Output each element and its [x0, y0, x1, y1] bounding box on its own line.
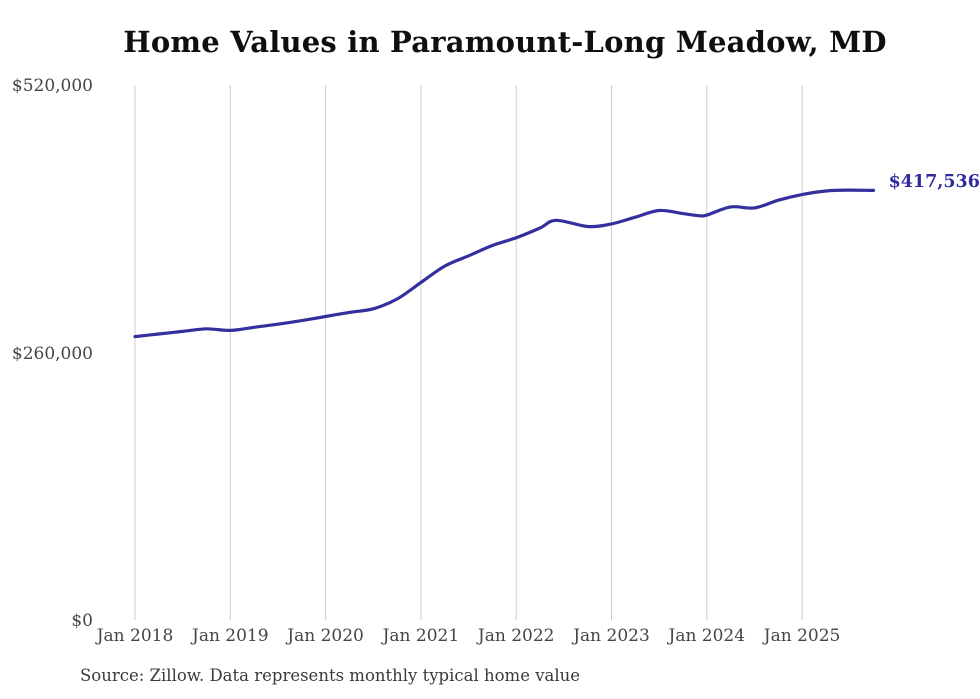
x-axis-tick-label: Jan 2021 — [382, 626, 460, 646]
x-axis-tick-label: Jan 2020 — [287, 626, 364, 646]
source-note: Source: Zillow. Data represents monthly … — [80, 666, 581, 685]
latest-value-label: $417,536 — [888, 172, 980, 193]
x-axis-tick-label: Jan 2025 — [763, 626, 841, 646]
x-axis-tick-label: Jan 2019 — [192, 626, 269, 646]
x-axis-tick-label: Jan 2022 — [477, 626, 555, 646]
chart-title: Home Values in Paramount-Long Meadow, MD — [123, 25, 887, 59]
x-axis-tick-label: Jan 2023 — [573, 626, 650, 646]
y-axis-tick-label: $520,000 — [11, 76, 93, 96]
x-axis-tick-label: Jan 2024 — [668, 626, 746, 646]
home-value-line — [133, 188, 876, 339]
y-axis-tick-label: $260,000 — [11, 343, 93, 364]
x-axis-tick-label: Jan 2018 — [96, 626, 174, 646]
y-axis-tick-label: $0 — [71, 611, 93, 631]
